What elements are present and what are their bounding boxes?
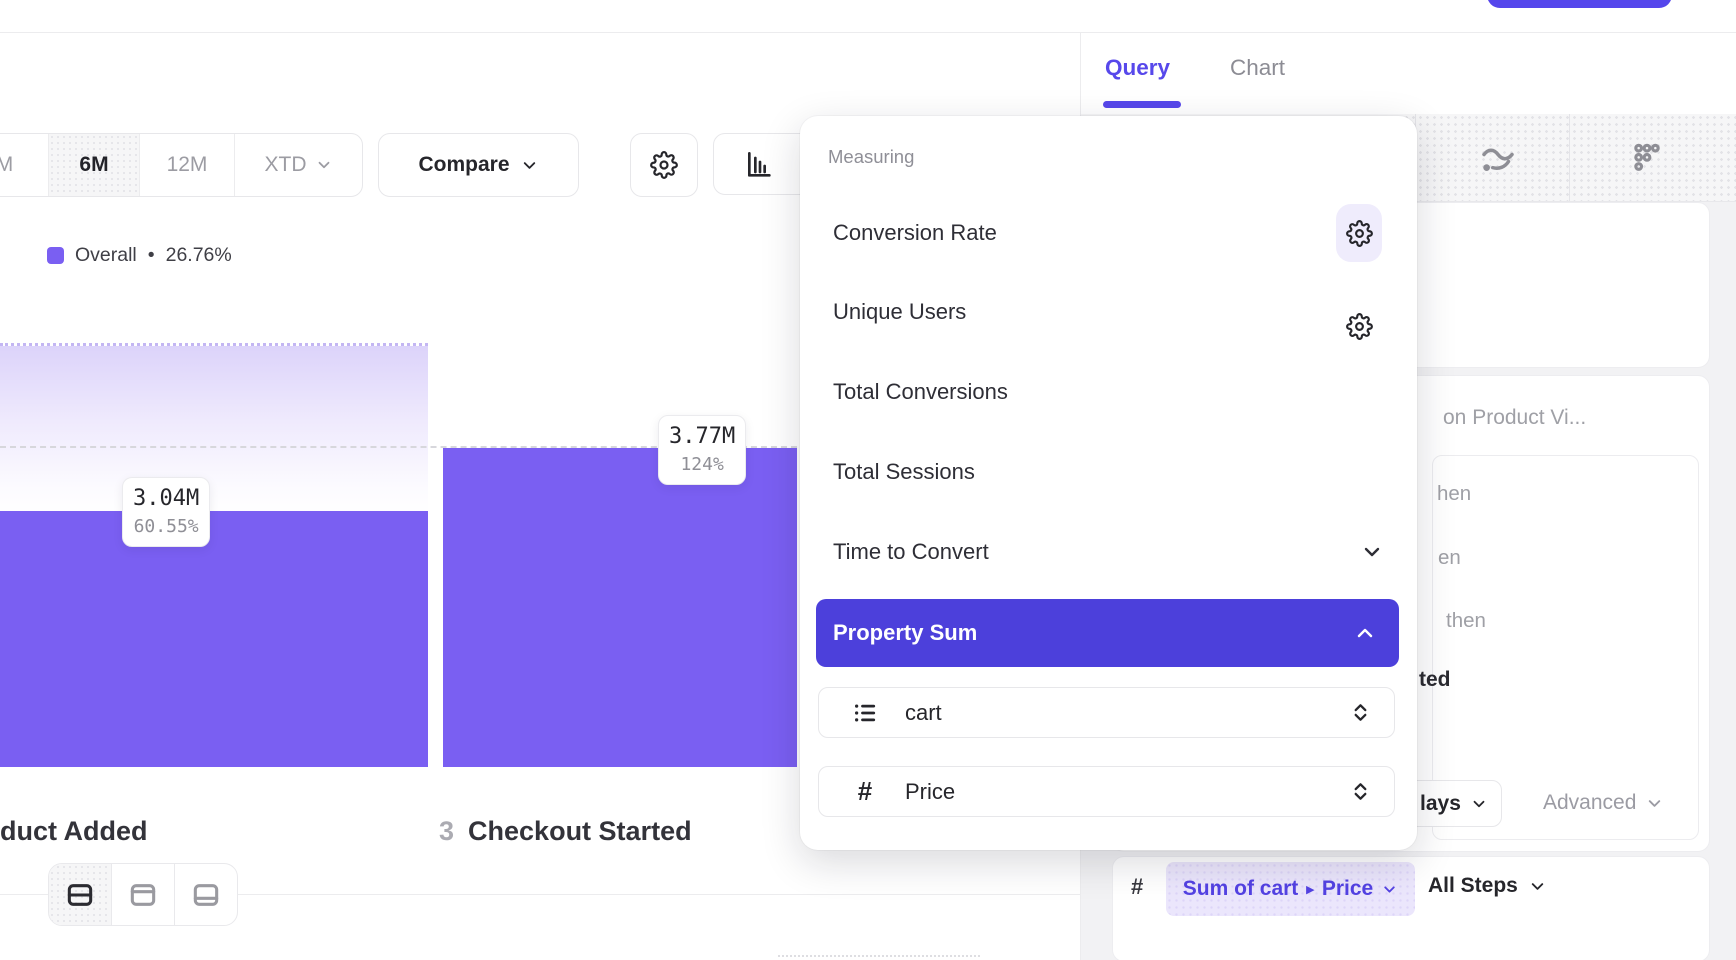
- legend-swatch: [47, 247, 64, 264]
- sum-of-cart-price-chip[interactable]: Sum of cart ▸ Price: [1166, 862, 1415, 916]
- property-event-value: cart: [905, 699, 942, 725]
- bar-chart-icon: [742, 148, 774, 180]
- chevron-up-icon: [1353, 621, 1377, 645]
- layout-top-bar-button[interactable]: [111, 864, 174, 925]
- chip-property: Price: [1321, 877, 1374, 900]
- list-property-icon: [847, 698, 883, 728]
- funnel-value-label-step2: 3.04M 60.55%: [122, 477, 211, 547]
- numeric-property-icon: #: [857, 776, 873, 806]
- funnel-reference-line: [0, 446, 797, 448]
- time-range-m-label: M: [0, 153, 13, 177]
- menu-item-unique-users[interactable]: Unique Users: [833, 299, 967, 324]
- step2-value: 3.04M: [133, 486, 200, 511]
- time-range-6m[interactable]: 6M: [48, 134, 139, 196]
- gear-icon: [650, 151, 678, 179]
- tab-chart[interactable]: Chart: [1230, 55, 1286, 80]
- chevron-down-icon: [1381, 881, 1398, 898]
- gear-icon: [1345, 219, 1373, 247]
- bottom-divider: [0, 894, 1080, 895]
- days-label: lays: [1420, 791, 1461, 815]
- band-divider: [1569, 114, 1570, 201]
- chevron-down-icon: [520, 156, 539, 175]
- time-range-xtd-label: XTD: [264, 153, 307, 176]
- step2-rate: 60.55%: [133, 516, 199, 537]
- step3-value: 3.77M: [669, 424, 736, 449]
- step-row-truncated-dark: ted: [1419, 668, 1451, 691]
- unique-users-settings-button[interactable]: [1346, 313, 1373, 340]
- legend-separator: •: [147, 244, 155, 266]
- property-event-select[interactable]: cart: [818, 687, 1395, 738]
- conversion-rate-settings-button[interactable]: [1336, 204, 1382, 262]
- funnel-value-label-step3: 3.77M 124%: [658, 415, 747, 485]
- legend-value: 26.76%: [165, 244, 232, 266]
- breakdown-button[interactable]: [1627, 139, 1667, 179]
- chevron-down-icon: [1470, 795, 1488, 813]
- compare-button[interactable]: Compare: [378, 133, 579, 197]
- compare-label: Compare: [418, 153, 510, 176]
- number-type-icon: #: [1131, 874, 1144, 899]
- bottom-card-edge: [778, 955, 980, 957]
- legend-name: Overall: [75, 244, 137, 266]
- funnel-bar-step2-unconverted[interactable]: [0, 343, 428, 514]
- step3-name: Checkout Started: [468, 816, 692, 846]
- step3-rate: 124%: [680, 454, 724, 475]
- chevron-down-icon: [1528, 877, 1547, 896]
- menu-item-total-sessions[interactable]: Total Sessions: [833, 459, 975, 484]
- time-range-12m-label: 12M: [166, 153, 208, 176]
- steps-list-card: [1432, 455, 1699, 840]
- menu-item-property-sum-selected[interactable]: Property Sum: [816, 599, 1399, 667]
- property-name-select[interactable]: # Price: [818, 766, 1395, 817]
- legend: Overall • 26.76%: [47, 244, 232, 267]
- all-steps-dropdown[interactable]: All Steps: [1428, 874, 1547, 898]
- gear-icon: [1346, 313, 1373, 340]
- layout-bottom-bar-button[interactable]: [174, 864, 237, 925]
- time-range-xtd[interactable]: XTD: [234, 134, 362, 196]
- dots-grid-icon: [1627, 139, 1667, 179]
- chip-label: Sum of cart: [1182, 877, 1299, 900]
- measurement-card-title: on Product Vi...: [1443, 406, 1587, 429]
- measuring-dropdown: Measuring Conversion Rate Unique Users T…: [800, 116, 1417, 850]
- layout-switcher: [48, 863, 238, 926]
- time-range-12m[interactable]: 12M: [139, 134, 234, 196]
- chart-settings-button[interactable]: [630, 133, 698, 197]
- chevron-down-icon: [315, 156, 333, 174]
- menu-item-time-to-convert[interactable]: Time to Convert: [833, 539, 989, 564]
- step3-number: 3: [439, 816, 455, 846]
- step3-label: 3 Checkout Started: [439, 816, 692, 847]
- all-steps-label: All Steps: [1428, 874, 1518, 897]
- updown-stepper-icon: [1349, 780, 1372, 803]
- tab-query[interactable]: Query: [1105, 55, 1171, 80]
- menu-item-total-conversions[interactable]: Total Conversions: [833, 379, 1008, 404]
- step2-label: duct Added: [0, 816, 148, 846]
- time-range-6m-label: 6M: [79, 153, 109, 176]
- chevron-down-icon: [1645, 794, 1664, 813]
- time-range-m[interactable]: M: [0, 134, 48, 196]
- flows-squiggle-icon: [1477, 137, 1519, 179]
- layout-top-icon: [127, 879, 159, 911]
- funnel-bar-step2[interactable]: [0, 511, 428, 767]
- top-divider: [0, 32, 1736, 33]
- layout-split-horizontal-button[interactable]: [49, 864, 111, 925]
- advanced-toggle[interactable]: Advanced: [1543, 791, 1664, 815]
- primary-action-button[interactable]: [1487, 0, 1672, 8]
- chevron-down-icon: [1360, 540, 1384, 564]
- advanced-label: Advanced: [1543, 791, 1637, 814]
- tab-query-underline: [1103, 101, 1181, 108]
- funnel-bar-step3[interactable]: [443, 448, 797, 767]
- property-name-value: Price: [905, 778, 956, 804]
- time-range-group: M 6M 12M XTD: [0, 133, 363, 197]
- updown-stepper-icon: [1349, 701, 1372, 724]
- step-row-truncated: en: [1438, 546, 1461, 569]
- step-row-truncated: hen: [1437, 482, 1472, 505]
- property-sum-label: Property Sum: [833, 620, 978, 645]
- chip-arrow-icon: ▸: [1306, 881, 1314, 898]
- flows-button[interactable]: [1477, 137, 1519, 179]
- layout-split-icon: [64, 879, 96, 911]
- step-row-truncated: then: [1446, 609, 1486, 632]
- layout-bottom-icon: [190, 879, 222, 911]
- measuring-title: Measuring: [828, 146, 915, 167]
- menu-item-conversion-rate[interactable]: Conversion Rate: [833, 220, 997, 245]
